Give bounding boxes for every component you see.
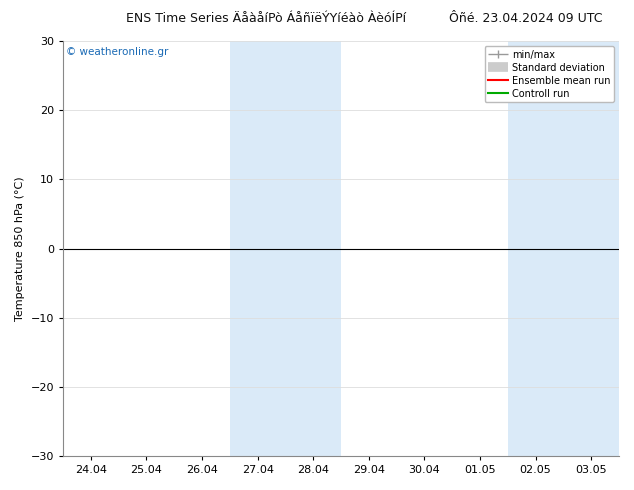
Text: © weatheronline.gr: © weatheronline.gr (66, 47, 168, 57)
Text: Ôñé. 23.04.2024 09 UTC: Ôñé. 23.04.2024 09 UTC (450, 12, 603, 25)
Text: ENS Time Series ÄåàåíPò ÁåñïëÝYíéàò ÀèóÍPí: ENS Time Series ÄåàåíPò ÁåñïëÝYíéàò ÀèóÍ… (126, 12, 406, 25)
Bar (230, 41, 341, 456)
Bar (508, 41, 619, 456)
Legend: min/max, Standard deviation, Ensemble mean run, Controll run: min/max, Standard deviation, Ensemble me… (484, 46, 614, 102)
Y-axis label: Temperature 850 hPa (°C): Temperature 850 hPa (°C) (15, 176, 25, 321)
